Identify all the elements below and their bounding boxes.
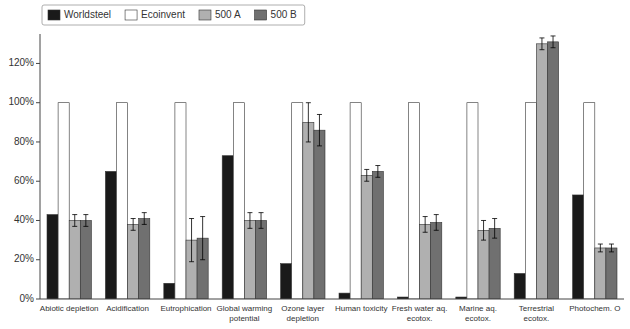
legend-label: Worldsteel (64, 9, 111, 20)
error-bar (423, 217, 428, 233)
error-bar (434, 215, 439, 231)
bar (536, 44, 547, 299)
error-bar (598, 244, 603, 252)
error-bar (247, 213, 252, 229)
x-tick-label: Eutrophication (160, 304, 211, 313)
bar (606, 248, 617, 299)
error-bars (83, 36, 614, 260)
bar (164, 283, 175, 299)
bar (584, 103, 595, 299)
bar (303, 122, 314, 299)
y-tick (36, 102, 40, 103)
error-bars (72, 38, 603, 262)
bar (478, 230, 489, 299)
error-bar (189, 219, 194, 262)
bar (350, 103, 361, 299)
bar (255, 220, 266, 299)
bar (58, 103, 69, 299)
error-bar (551, 36, 556, 48)
y-tick (36, 141, 40, 142)
legend-swatch (125, 10, 137, 20)
legend-label: 500 A (215, 9, 241, 20)
error-bar (83, 215, 88, 227)
y-tick (36, 220, 40, 221)
x-tick-label: Acidification (106, 304, 149, 313)
legend-swatch (48, 10, 60, 20)
legend: Worldsteel Ecoinvent 500 A 500 B (42, 5, 305, 25)
chart: 0% 20% 40% 60% 80% 100% 120% Abiotic depletion A… (0, 0, 630, 329)
y-tick (36, 299, 40, 300)
x-tick-label: Abiotic depletion (40, 304, 99, 313)
bar (292, 103, 303, 299)
bar (80, 220, 91, 299)
series (69, 44, 606, 299)
error-bar (539, 38, 544, 50)
bar (281, 264, 292, 299)
x-axis-line (40, 299, 624, 300)
x-tick-label: Fresh water aq.ecotox. (392, 304, 448, 323)
bar (361, 175, 372, 299)
bar (128, 224, 139, 299)
error-bar (142, 213, 147, 225)
error-bar (306, 103, 311, 142)
bar (372, 171, 383, 299)
bar (431, 222, 442, 299)
bar (525, 103, 536, 299)
legend-swatch (199, 10, 211, 20)
bar (222, 156, 233, 299)
error-bar (492, 219, 497, 239)
error-bar (200, 217, 205, 260)
y-tick-label: 100% (8, 96, 34, 107)
y-tick (36, 63, 40, 64)
bar (47, 215, 58, 299)
y-tick-label: 40% (14, 214, 34, 225)
bar (573, 195, 584, 299)
x-tick-label: Terrestrialecotox. (519, 304, 554, 323)
bar (409, 103, 420, 299)
y-tick-label: 120% (8, 57, 34, 68)
y-tick-label: 0% (20, 293, 35, 304)
bar (547, 42, 558, 299)
bar (139, 219, 150, 299)
legend-frame (42, 5, 305, 25)
x-tick-label: Human toxicity (335, 304, 387, 313)
bar (339, 293, 350, 299)
bars (47, 36, 617, 299)
error-bar (72, 215, 77, 227)
bar (314, 130, 325, 299)
error-bar (364, 169, 369, 181)
bar (467, 103, 478, 299)
y-tick (36, 259, 40, 260)
series (80, 42, 617, 299)
error-bar (131, 219, 136, 231)
axes: 0% 20% 40% 60% 80% 100% 120% Abiotic depletion A… (8, 34, 624, 323)
bar (420, 224, 431, 299)
legend-swatch (255, 10, 267, 20)
x-tick-label: Marine aq.ecotox. (459, 304, 497, 323)
x-tick-label: Ozone layerdepletion (281, 304, 324, 323)
bar (233, 103, 244, 299)
legend-label: 500 B (271, 9, 297, 20)
error-bar (375, 166, 380, 178)
bar (69, 220, 80, 299)
bar (117, 103, 128, 299)
error-bar (609, 244, 614, 252)
legend-label: Ecoinvent (141, 9, 185, 20)
bar (489, 228, 500, 299)
x-tick-label: Photochem. O (569, 304, 620, 313)
bar (105, 171, 116, 299)
bar (244, 220, 255, 299)
bar (595, 248, 606, 299)
y-tick-label: 20% (14, 253, 34, 264)
error-bar (481, 220, 486, 240)
series (58, 103, 595, 299)
error-bar (317, 114, 322, 145)
bar (514, 273, 525, 299)
y-tick-label: 60% (14, 175, 34, 186)
bar (175, 103, 186, 299)
y-tick (36, 181, 40, 182)
error-bar (259, 213, 264, 229)
x-tick-label: Global warmingpotential (217, 304, 273, 323)
y-tick-label: 80% (14, 136, 34, 147)
